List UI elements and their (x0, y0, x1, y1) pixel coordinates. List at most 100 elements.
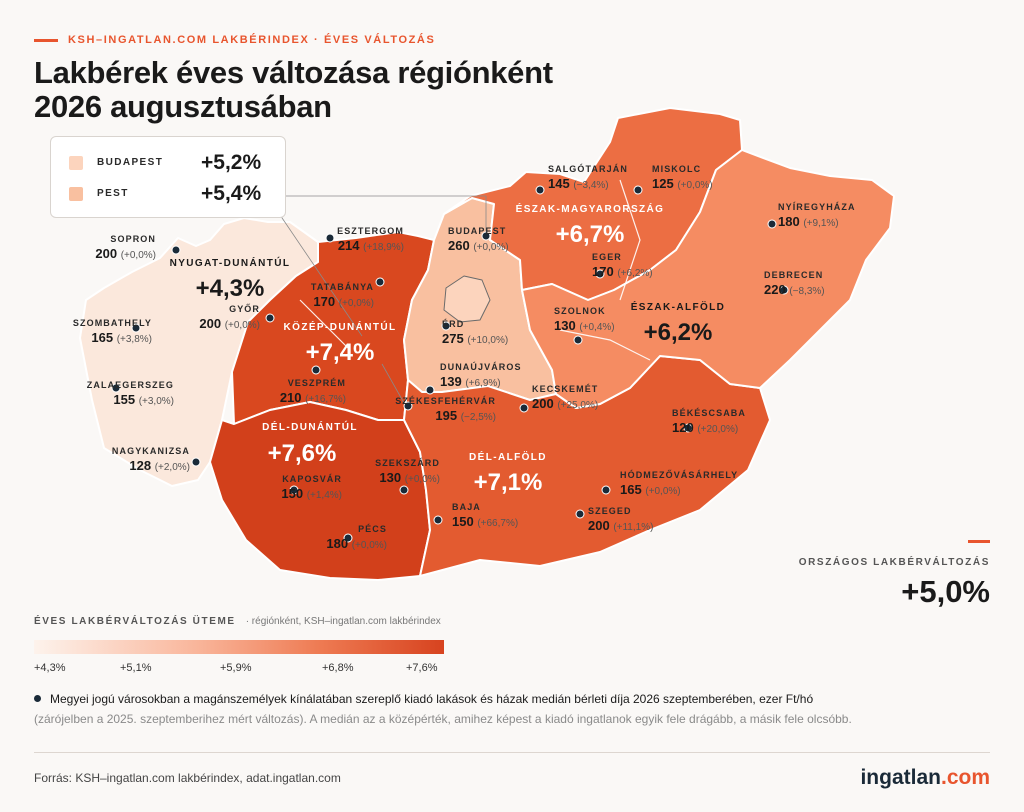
city-change: (+6,2%) (617, 268, 652, 279)
city-marker-icon[interactable] (265, 313, 275, 323)
city-change: (+0,4%) (579, 322, 614, 333)
city-value: 220 (−8,3%) (764, 282, 825, 297)
city-marker-icon[interactable] (171, 245, 181, 255)
city-change: (+2,0%) (155, 462, 190, 473)
legend-name-pest: PEST (97, 188, 129, 199)
city-change: (+10,0%) (467, 335, 508, 346)
region-value-kozep-dunantul: +7,4% (306, 339, 375, 366)
city-change: (+6,9%) (465, 378, 500, 389)
city-name: HÓDMEZŐVÁSÁRHELY (620, 469, 738, 480)
kicker-accent-bar (34, 38, 58, 42)
national-accent-bar (968, 540, 990, 543)
region-del-alfold[interactable] (403, 355, 771, 577)
city-rent: 130 (554, 318, 579, 333)
city-change: (−8,3%) (789, 286, 824, 297)
city-change: (+18,9%) (363, 242, 404, 253)
city-value: 200 (+25,0%) (532, 396, 598, 411)
city-marker-icon[interactable] (595, 269, 605, 279)
city-rent: 130 (379, 470, 404, 485)
city-change: (+3,8%) (117, 334, 152, 345)
city-marker-icon[interactable] (633, 185, 643, 195)
city-marker-icon[interactable] (343, 533, 353, 543)
city-name: SALGÓTARJÁN (548, 163, 628, 174)
city-marker-icon[interactable] (573, 335, 583, 345)
city-name: BÉKÉSCSABA (672, 408, 746, 418)
city-marker-icon[interactable] (131, 323, 141, 333)
national-change: ORSZÁGOS LAKBÉRVÁLTOZÁS +5,0% (799, 540, 990, 610)
legend-swatch-budapest (69, 155, 83, 170)
city-marker-icon[interactable] (683, 423, 693, 433)
footer-divider (34, 752, 990, 753)
brand-suffix: .com (940, 766, 990, 789)
city-name: ESZTERGOM (337, 226, 404, 236)
city-marker-icon[interactable] (519, 403, 529, 413)
city-rent: 150 (452, 514, 477, 529)
city-marker-icon[interactable] (311, 365, 321, 375)
city-name: NYÍREGYHÁZA (778, 202, 856, 212)
methodology-note: Megyei jogú városokban a magánszemélyek … (34, 690, 994, 730)
city-value: 130 (+0,4%) (554, 318, 615, 333)
region-budapest[interactable] (443, 275, 491, 323)
city-rent: 128 (129, 458, 154, 473)
city-name: NAGYKANIZSA (112, 446, 190, 456)
source-text: Forrás: KSH–ingatlan.com lakbérindex, ad… (34, 771, 341, 785)
region-nyugat-dunantul[interactable] (79, 217, 319, 487)
city-value: 120 (+20,0%) (672, 420, 738, 435)
city-rent: 195 (435, 408, 460, 423)
city-rent: 145 (548, 176, 573, 191)
city-rent: 170 (313, 294, 338, 309)
city-marker-icon[interactable] (403, 401, 413, 411)
city-marker-icon[interactable] (441, 321, 451, 331)
city-rent: 139 (440, 374, 465, 389)
city-marker-icon[interactable] (535, 185, 545, 195)
city-name: DUNAÚJVÁROS (440, 361, 522, 372)
city-marker-icon[interactable] (481, 231, 491, 241)
city-name: ZALAEGERSZEG (87, 380, 174, 390)
city-value: 150 (+1,4%) (281, 486, 342, 501)
city-marker-icon[interactable] (425, 385, 435, 395)
city-name: KECSKEMÉT (532, 384, 598, 394)
city-marker-icon[interactable] (191, 457, 201, 467)
scale-tick: +4,3% (34, 662, 66, 674)
city-marker-icon[interactable] (111, 383, 121, 393)
city-value: 214 (+18,9%) (338, 238, 404, 253)
legend-name-budapest: BUDAPEST (97, 157, 164, 168)
legend-swatch-pest (69, 186, 83, 201)
city-value: 125 (+0,0%) (652, 176, 713, 191)
city-value: 170 (+0,0%) (313, 294, 374, 309)
city-name: SZOMBATHELY (73, 318, 152, 328)
city-change: (+0,0%) (405, 474, 440, 485)
city-value: 128 (+2,0%) (129, 458, 190, 473)
region-value-eszak-alfold: +6,2% (644, 319, 713, 346)
city-marker-icon[interactable] (767, 219, 777, 229)
title-line-2: 2026 augusztusában (34, 89, 332, 124)
city-value: 200 (+0,0%) (199, 316, 260, 331)
city-rent: 125 (652, 176, 677, 191)
city-marker-icon[interactable] (601, 485, 611, 495)
color-scale-ticks: +4,3% +5,1% +5,9% +6,8% +7,6% (34, 662, 444, 676)
region-name-nyugat-dunantul: NYUGAT-DUNÁNTÚL (170, 256, 291, 269)
city-rent: 214 (338, 238, 363, 253)
city-marker-icon[interactable] (289, 485, 299, 495)
city-marker-icon[interactable] (375, 277, 385, 287)
city-marker-icon[interactable] (575, 509, 585, 519)
city-marker-icon[interactable] (325, 233, 335, 243)
city-rent: 165 (620, 482, 645, 497)
city-name: GYŐR (229, 303, 260, 314)
city-marker-icon[interactable] (399, 485, 409, 495)
city-value: 150 (+66,7%) (452, 514, 518, 529)
scale-tick: +5,1% (120, 662, 152, 674)
city-marker-icon[interactable] (779, 285, 789, 295)
budapest-pest-legend: BUDAPEST +5,2% PEST +5,4% (50, 136, 286, 218)
city-marker-icon[interactable] (433, 515, 443, 525)
city-name: PÉCS (358, 524, 387, 534)
city-value: 260 (+0,0%) (448, 238, 509, 253)
region-name-eszak-magyarorszag: ÉSZAK-MAGYARORSZÁG (516, 202, 665, 215)
city-rent: 180 (778, 214, 803, 229)
city-name: BAJA (452, 502, 481, 512)
brand-logo: ingatlan.com (860, 766, 990, 790)
city-name: DEBRECEN (764, 270, 823, 280)
city-value: 200 (+11,1%) (588, 518, 653, 533)
city-rent: 120 (672, 420, 697, 435)
